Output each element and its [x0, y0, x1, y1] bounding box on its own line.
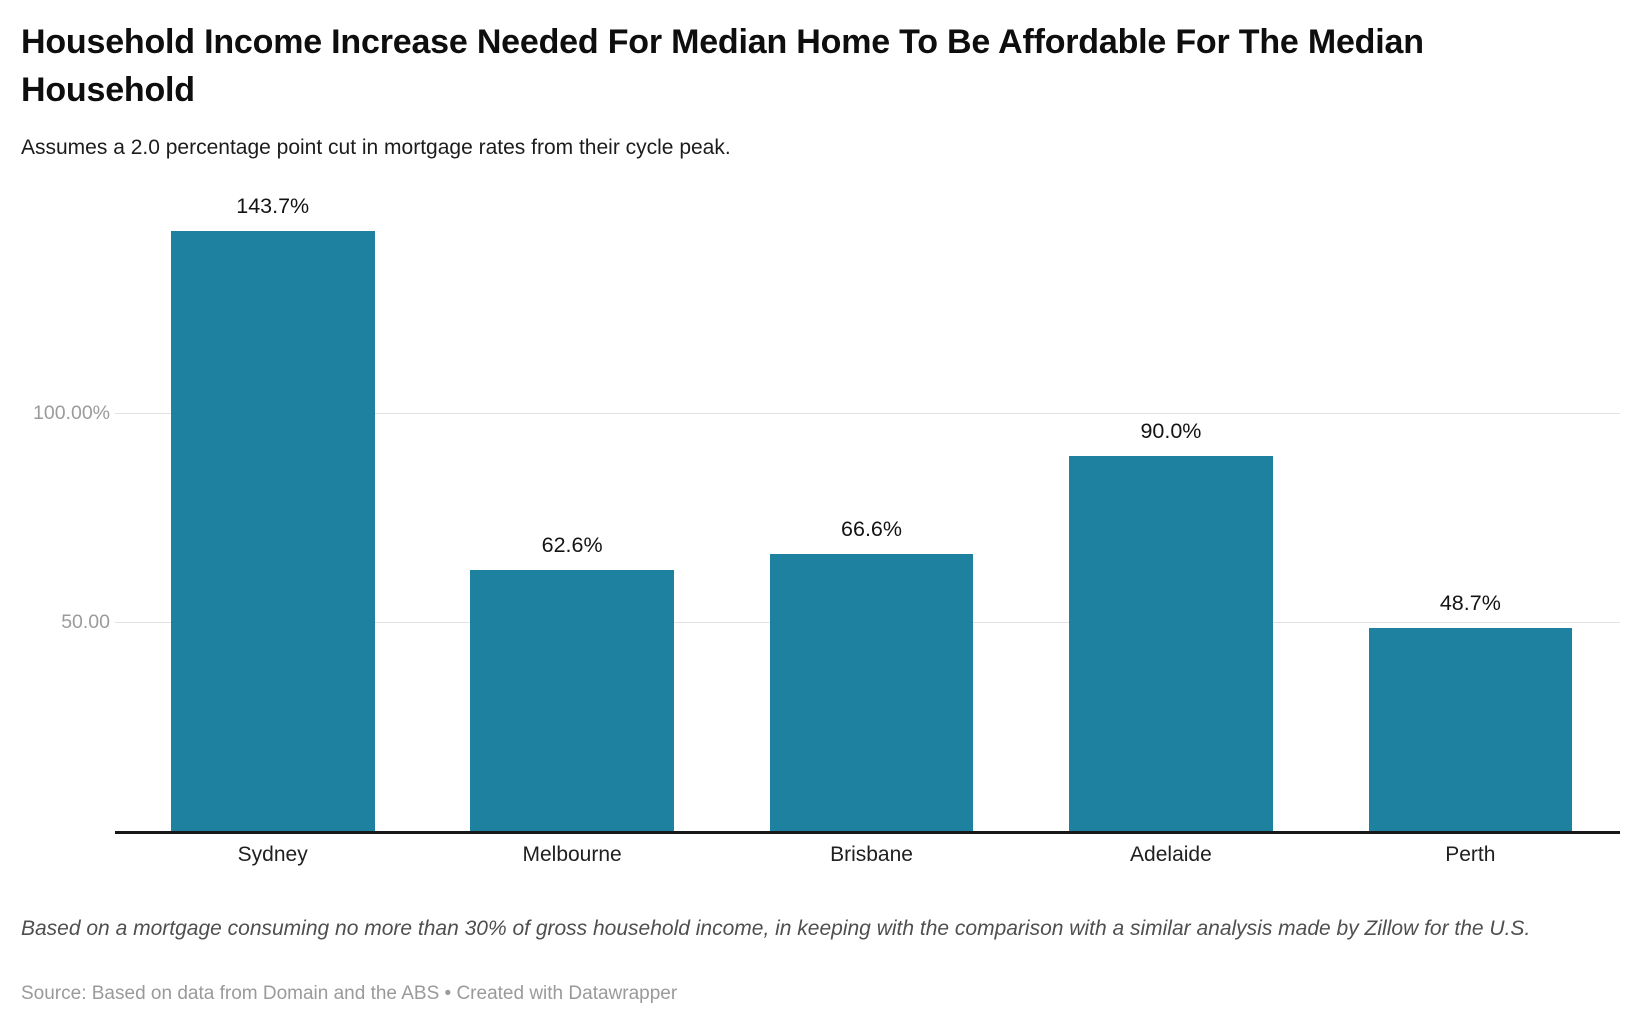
bar-column-brisbane: 66.6%	[722, 517, 1021, 832]
x-axis-label-sydney: Sydney	[237, 843, 308, 866]
bar-melbourne	[470, 570, 674, 832]
bar-brisbane	[769, 553, 974, 832]
bar-sydney	[170, 231, 375, 832]
chart-subtitle: Assumes a 2.0 percentage point cut in mo…	[21, 136, 731, 159]
plot-area: 50.00 100.00% 143.7% 62.6% 66.6% 90.0% 48.7%	[0, 194, 1640, 834]
x-axis-label-brisbane: Brisbane	[830, 843, 913, 866]
bar-value-label: 143.7%	[236, 194, 310, 219]
gridline-100	[115, 413, 1620, 414]
bar-column-sydney: 143.7%	[123, 194, 422, 832]
x-axis-label-perth: Perth	[1445, 843, 1496, 866]
x-axis-line	[115, 831, 1620, 834]
chart-source: Source: Based on data from Domain and th…	[21, 983, 678, 1004]
x-axis-labels: Sydney Melbourne Brisbane Adelaide Perth	[123, 843, 1620, 867]
chart-footnote: Based on a mortgage consuming no more th…	[21, 917, 1531, 940]
y-tick-label: 50.00	[61, 611, 110, 633]
x-axis-label-adelaide: Adelaide	[1130, 843, 1212, 866]
bar-column-melbourne: 62.6%	[422, 533, 721, 832]
x-axis-label-melbourne: Melbourne	[522, 843, 622, 866]
bars-layer: 143.7% 62.6% 66.6% 90.0% 48.7%	[123, 194, 1620, 832]
bar-adelaide	[1069, 455, 1273, 832]
bar-value-label: 66.6%	[841, 516, 902, 541]
chart-title: Household Income Increase Needed For Med…	[21, 23, 1424, 110]
bar-value-label: 48.7%	[1439, 591, 1501, 616]
bar-value-label: 90.0%	[1140, 418, 1202, 443]
bar-value-label: 62.6%	[541, 533, 603, 558]
bar-column-perth: 48.7%	[1321, 591, 1620, 832]
bar-perth	[1368, 628, 1573, 832]
y-tick-label: 100.00%	[33, 402, 110, 424]
bar-column-adelaide: 90.0%	[1021, 419, 1320, 832]
